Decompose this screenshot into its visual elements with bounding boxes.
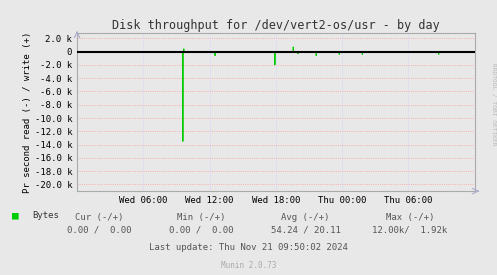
Text: Last update: Thu Nov 21 09:50:02 2024: Last update: Thu Nov 21 09:50:02 2024 <box>149 243 348 252</box>
Text: Bytes: Bytes <box>32 211 59 220</box>
Text: Avg (-/+): Avg (-/+) <box>281 213 330 222</box>
Text: Munin 2.0.73: Munin 2.0.73 <box>221 261 276 270</box>
Text: RRDTOOL / TOBI OETIKER: RRDTOOL / TOBI OETIKER <box>491 63 496 146</box>
Text: 54.24 / 20.11: 54.24 / 20.11 <box>271 226 340 234</box>
Text: ■: ■ <box>12 211 19 221</box>
Text: 12.00k/  1.92k: 12.00k/ 1.92k <box>372 226 448 234</box>
Text: 0.00 /  0.00: 0.00 / 0.00 <box>67 226 132 234</box>
Text: 0.00 /  0.00: 0.00 / 0.00 <box>169 226 234 234</box>
Text: Max (-/+): Max (-/+) <box>386 213 434 222</box>
Text: Min (-/+): Min (-/+) <box>177 213 226 222</box>
Title: Disk throughput for /dev/vert2-os/usr - by day: Disk throughput for /dev/vert2-os/usr - … <box>112 19 440 32</box>
Text: Cur (-/+): Cur (-/+) <box>75 213 124 222</box>
Y-axis label: Pr second read (-) / write (+): Pr second read (-) / write (+) <box>23 31 32 193</box>
